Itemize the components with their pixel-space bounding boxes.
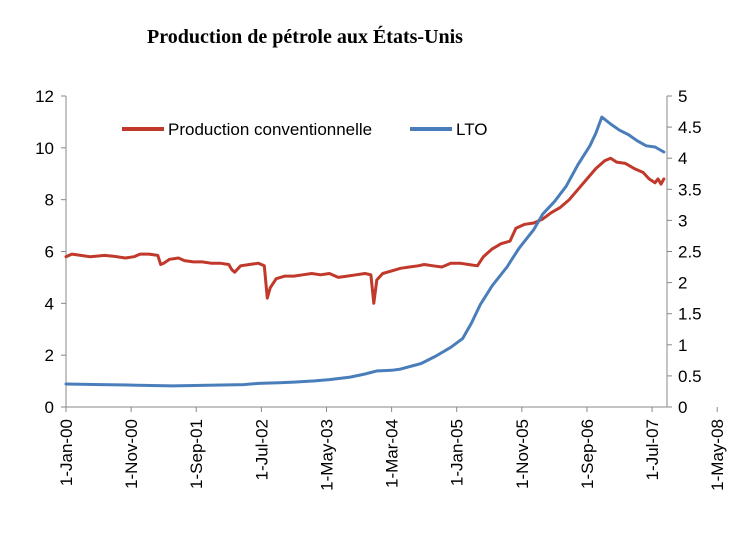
y-left-tick-label: 0	[45, 398, 54, 417]
x-tick-label: 1-Jul-07	[643, 419, 662, 480]
y-right-tick-label: 3.5	[678, 180, 702, 199]
series-line-production-conventionnelle	[64, 156, 666, 305]
y-left-tick-label: 8	[45, 191, 54, 210]
x-tick-label: 1-Jul-02	[252, 419, 271, 480]
y-right-tick-label: 5	[678, 87, 687, 106]
chart-axes: 0 2 4 6 8 10 12 0 0.5 1 1.5 2 2.5 3 3.5 4 4.5 5 1-Jan-00 1-…	[35, 87, 727, 491]
series-line-lto	[64, 115, 666, 388]
y-left-tick-label: 2	[45, 346, 54, 365]
y-right-tick-label: 4.5	[678, 118, 702, 137]
legend-item-production-conventionnelle-label: Production conventionnelle	[168, 120, 372, 139]
chart-series-layer	[64, 115, 666, 388]
y-left-tick-label: 12	[35, 87, 54, 106]
x-tick-label: 1-Sep-01	[187, 419, 206, 489]
x-tick-label: 1-Nov-00	[122, 419, 141, 489]
x-tick-label: 1-May-08	[708, 419, 727, 491]
y-left-tick-label: 10	[35, 139, 54, 158]
y-right-tick-label: 4	[678, 149, 687, 168]
y-right-tick-label: 0.5	[678, 367, 702, 386]
y-left-tick-label: 4	[45, 294, 54, 313]
y-right-tick-label: 1	[678, 336, 687, 355]
chart-legend: Production conventionnelle LTO	[122, 120, 488, 139]
y-right-tick-label: 1.5	[678, 305, 702, 324]
y-right-tick-label: 0	[678, 398, 687, 417]
y-right-tick-label: 2.5	[678, 243, 702, 262]
x-tick-label: 1-Sep-06	[578, 419, 597, 489]
y-right-tick-label: 3	[678, 211, 687, 230]
x-tick-label: 1-Jan-00	[57, 419, 76, 486]
chart-title: Production de pétrole aux États-Unis	[147, 26, 463, 48]
legend-item-lto-label: LTO	[456, 120, 488, 139]
x-tick-label: 1-May-03	[317, 419, 336, 491]
y-left-tick-label: 6	[45, 243, 54, 262]
x-tick-label: 1-Nov-05	[513, 419, 532, 489]
x-tick-label: 1-Jan-05	[448, 419, 467, 486]
x-tick-label: 1-Mar-04	[383, 419, 402, 488]
y-right-tick-label: 2	[678, 274, 687, 293]
